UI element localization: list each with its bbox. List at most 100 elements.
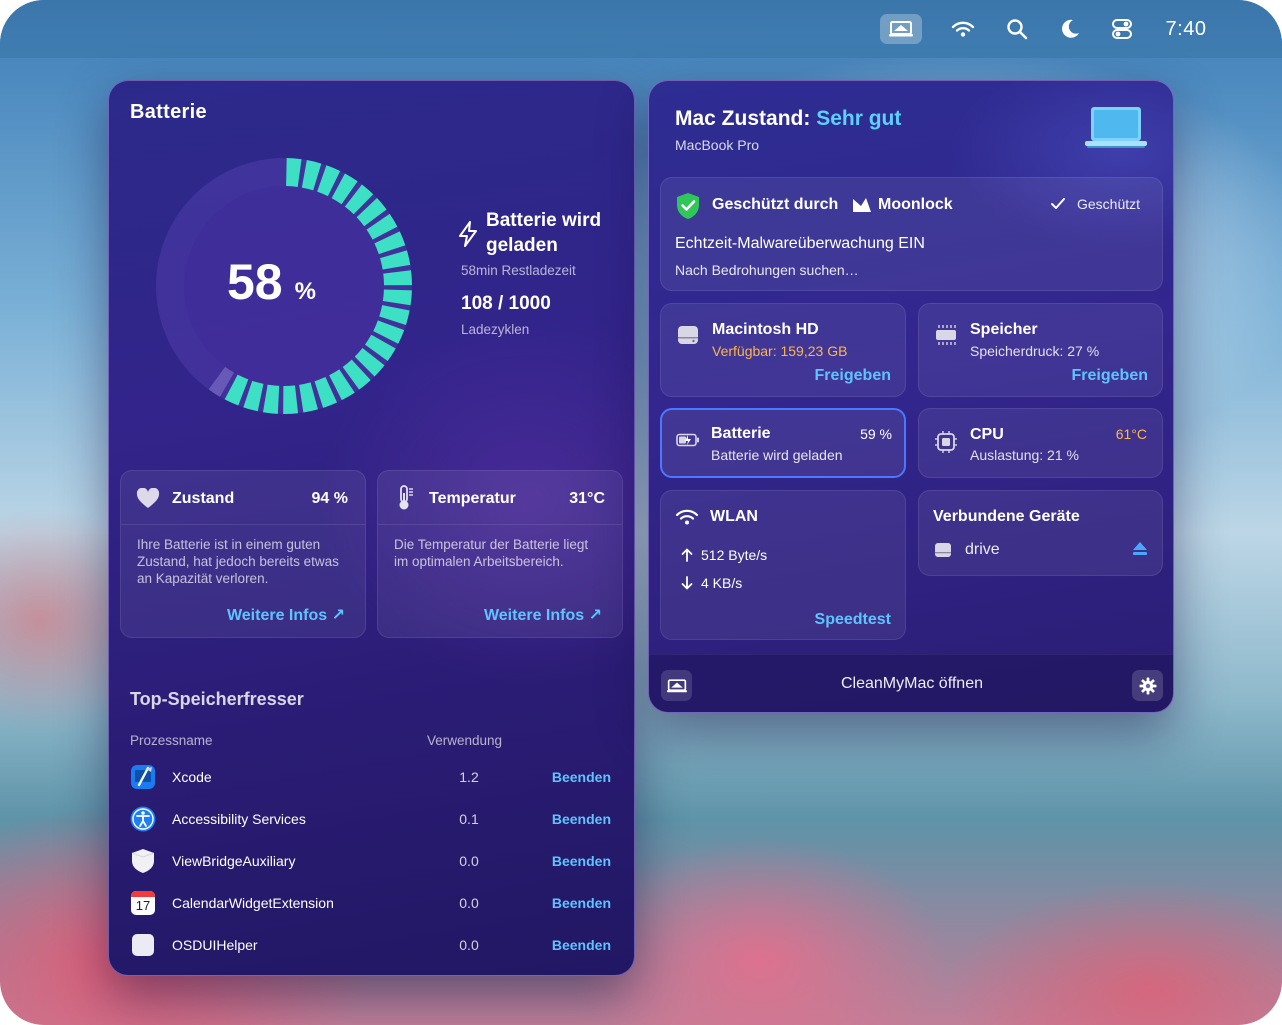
column-header-process: Prozessname — [130, 733, 213, 748]
process-usage: 0.0 — [459, 895, 479, 911]
external-drive-icon — [934, 542, 952, 563]
ring-segment — [342, 359, 371, 390]
divider — [121, 524, 365, 525]
speedtest-button[interactable]: Speedtest — [814, 611, 891, 628]
battery-panel-title: Batterie — [130, 101, 207, 123]
health-description: Ihre Batterie ist in einem guten Zustand… — [137, 537, 339, 586]
free-up-memory-button[interactable]: Freigeben — [1071, 367, 1148, 384]
battery-temperature-card: Temperatur 31°C Die Temperatur der Batte… — [377, 470, 623, 638]
shield-app-icon — [129, 847, 157, 875]
cpu-temperature: 61°C — [1115, 426, 1147, 442]
process-usage: 1.2 — [459, 769, 479, 785]
process-name: Xcode — [172, 769, 212, 785]
temperature-more-info-link[interactable]: Weitere Infos ↗ — [483, 607, 602, 624]
mac-health-title-prefix: Mac Zustand: — [675, 107, 811, 130]
cleanmymac-menu-icon[interactable] — [880, 14, 922, 44]
search-icon[interactable] — [1003, 14, 1031, 44]
realtime-monitoring: Echtzeit-Malwareüberwachung EIN — [675, 235, 925, 252]
open-cleanmymac-button[interactable]: CleanMyMac öffnen — [841, 675, 983, 692]
quit-process-button[interactable]: Beenden — [551, 811, 611, 827]
quit-process-button[interactable]: Beenden — [551, 937, 611, 953]
temperature-value: 31°C — [569, 490, 605, 507]
battery-percent-unit: % — [294, 278, 316, 305]
ring-segment — [224, 374, 249, 406]
ring-segment — [314, 377, 338, 408]
xcode-icon — [129, 763, 157, 791]
calendar-icon: 17 — [129, 889, 157, 917]
shield-check-icon — [675, 192, 701, 225]
battery-card[interactable]: Batterie 59 % Batterie wird geladen — [660, 408, 906, 478]
wlan-card[interactable]: WLAN 512 Byte/s 4 KB/s Speedtest — [660, 490, 906, 640]
process-usage: 0.1 — [459, 811, 479, 827]
ring-segment — [283, 385, 299, 414]
top-consumers-title: Top-Speicherfresser — [130, 689, 304, 709]
download-speed: 4 KB/s — [701, 575, 743, 591]
battery-card-status: Batterie wird geladen — [711, 447, 843, 463]
device-name: drive — [965, 541, 1000, 558]
blank-app-icon — [129, 931, 157, 959]
ring-segment — [383, 270, 412, 286]
ring-segment — [301, 160, 322, 191]
temperature-label: Temperatur — [429, 490, 516, 507]
ring-segment — [356, 198, 387, 227]
wifi-icon — [675, 508, 699, 531]
cpu-load: Auslastung: 21 % — [970, 447, 1079, 463]
charging-bolt-icon — [458, 221, 482, 247]
ring-segment-empty — [208, 366, 234, 397]
health-more-info-link[interactable]: Weitere Infos ↗ — [226, 607, 345, 624]
charging-status: Batterie wird geladen — [486, 210, 602, 256]
mac-health-panel: Mac Zustand: Sehr gut MacBook Pro Geschü… — [648, 80, 1174, 713]
panel-footer — [649, 654, 1173, 712]
battery-charging-icon — [676, 433, 700, 452]
process-row: 17 CalendarWidgetExtension 0.0 Beenden — [109, 885, 634, 927]
battery-percent-display: 58 % — [227, 253, 316, 311]
ring-segment — [382, 289, 412, 306]
mac-model: MacBook Pro — [675, 137, 760, 153]
health-label: Zustand — [172, 490, 235, 507]
process-name: ViewBridgeAuxiliary — [172, 853, 296, 869]
process-name: OSDUIHelper — [172, 937, 258, 953]
upload-speed: 512 Byte/s — [701, 547, 768, 563]
ring-segment — [374, 231, 406, 255]
process-name: CalendarWidgetExtension — [172, 895, 334, 911]
menubar-clock[interactable]: 7:40 — [1165, 17, 1207, 40]
ring-segment — [243, 380, 264, 412]
ring-segment — [329, 369, 355, 401]
connected-devices-title: Verbundene Geräte — [933, 508, 1080, 525]
memory-card[interactable]: Speicher Speicherdruck: 27 % Freigeben — [918, 303, 1163, 397]
settings-gear-icon[interactable] — [1132, 670, 1163, 701]
protection-status: Geschützt — [1077, 196, 1141, 212]
process-row: OSDUIHelper 0.0 Beenden — [109, 927, 634, 969]
quit-process-button[interactable]: Beenden — [551, 769, 611, 785]
mac-health-title: Mac Zustand: Sehr gut — [675, 107, 901, 131]
battery-panel: Batterie 58 % Batterie wird geladen 58mi… — [108, 80, 635, 976]
mac-health-status: Sehr gut — [816, 107, 902, 130]
cpu-card[interactable]: CPU 61°C Auslastung: 21 % — [918, 408, 1163, 478]
battery-health-card: Zustand 94 % Ihre Batterie ist in einem … — [120, 470, 366, 638]
process-row: Xcode 1.2 Beenden — [109, 759, 634, 801]
quit-process-button[interactable]: Beenden — [551, 853, 611, 869]
battery-charge-ring — [156, 158, 412, 414]
wifi-icon[interactable] — [948, 14, 978, 44]
process-usage: 0.0 — [459, 937, 479, 953]
focus-moon-icon[interactable] — [1056, 14, 1084, 44]
ring-segment — [379, 305, 410, 325]
free-up-disk-button[interactable]: Freigeben — [814, 367, 891, 384]
moonlock-logo-icon — [852, 197, 872, 218]
macbook-icon — [1085, 105, 1147, 156]
connected-devices-card: Verbundene Geräte drive — [918, 490, 1163, 576]
hard-drive-icon — [677, 324, 699, 351]
cpu-chip-icon — [934, 430, 958, 459]
process-name: Accessibility Services — [172, 811, 306, 827]
control-center-icon[interactable] — [1108, 14, 1136, 44]
battery-percent-value: 58 — [227, 254, 283, 310]
eject-icon[interactable] — [1132, 541, 1148, 561]
cleanmymac-app-icon[interactable] — [661, 670, 692, 701]
column-header-usage: Verwendung — [427, 733, 503, 748]
disk-card[interactable]: Macintosh HD Verfügbar: 159,23 GB Freige… — [660, 303, 906, 397]
divider — [378, 524, 622, 525]
protection-card[interactable]: Geschützt durch Moonlock Geschützt Echtz… — [660, 177, 1163, 291]
quit-process-button[interactable]: Beenden — [551, 895, 611, 911]
wlan-name: WLAN — [710, 508, 758, 525]
ring-segment — [373, 320, 405, 344]
